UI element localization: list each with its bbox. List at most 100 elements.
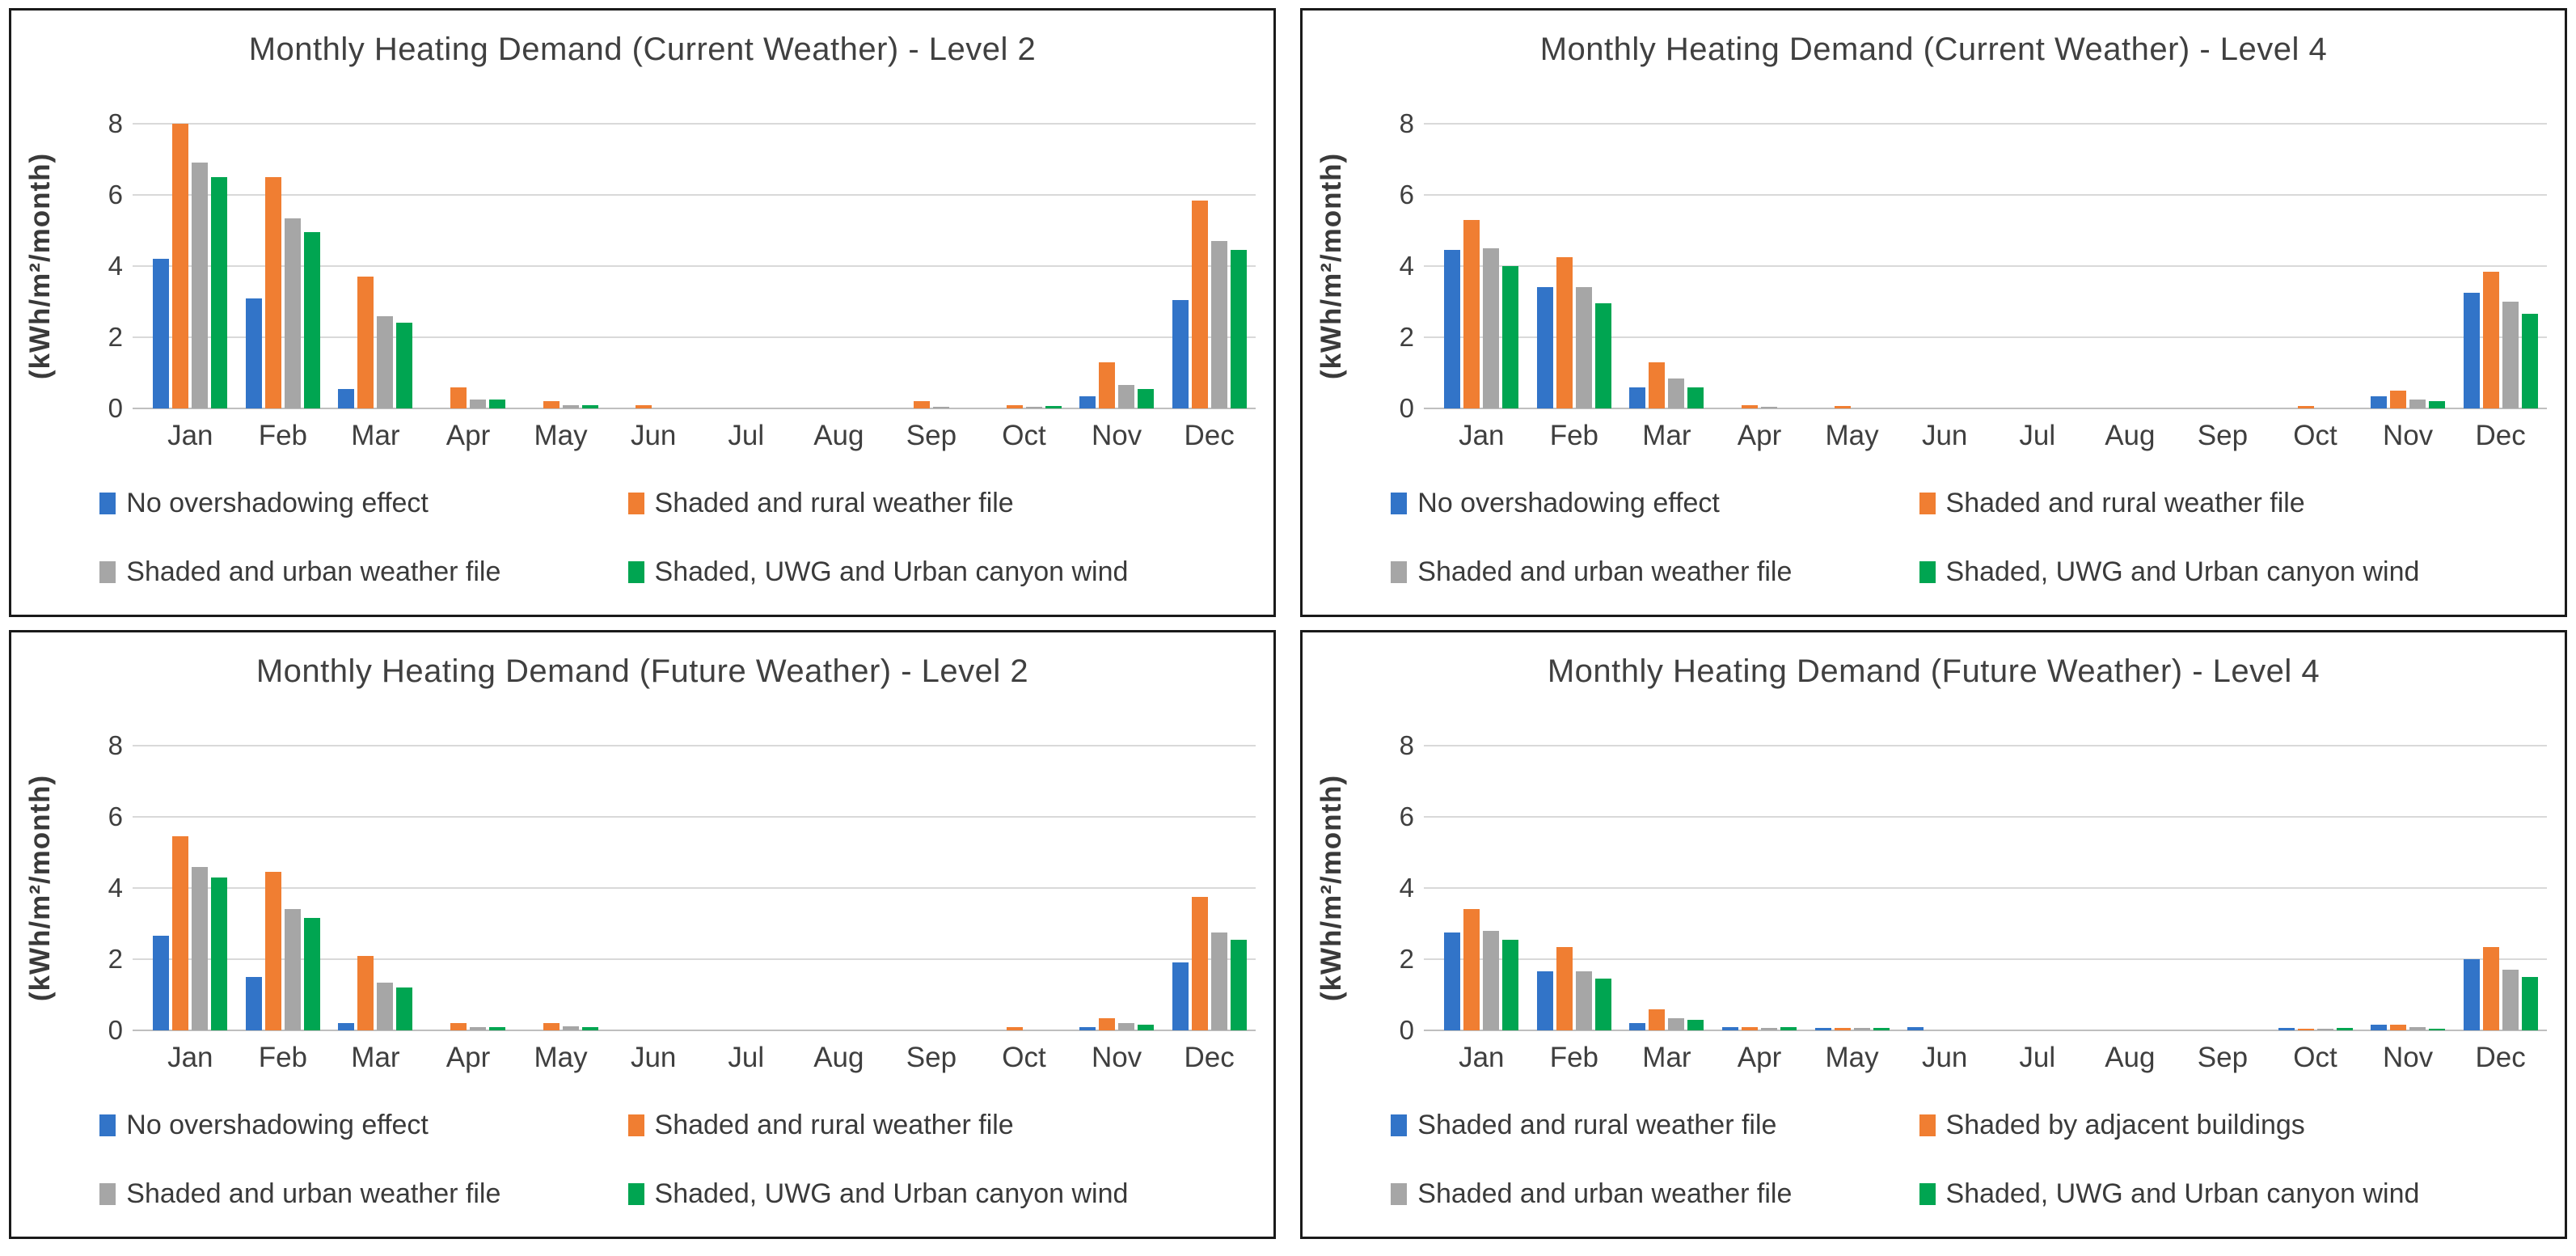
chart-title: Monthly Heating Demand (Current Weather)… xyxy=(1539,31,2328,67)
month-label: May xyxy=(1825,420,1879,451)
legend-marker xyxy=(1919,1114,1936,1136)
bar-group-dec xyxy=(2454,746,2547,1030)
bar-group-jul xyxy=(700,746,793,1030)
bar xyxy=(581,1026,598,1030)
gridline xyxy=(133,887,1256,889)
chart-title: Monthly Heating Demand (Future Weather) … xyxy=(1547,653,2321,689)
bar xyxy=(377,982,394,1030)
bar-group-sep xyxy=(885,124,978,408)
y-axis-ticks: 0 2 4 6 8 xyxy=(70,732,144,1044)
bar-group-jan xyxy=(144,746,237,1030)
legend-marker xyxy=(1391,493,1408,514)
bar-group-dec xyxy=(1163,746,1256,1030)
bar xyxy=(1649,362,1666,408)
bar-group-oct xyxy=(978,746,1071,1030)
legend-item: Shaded, UWG and Urban canyon wind xyxy=(627,1178,1273,1210)
gridline xyxy=(133,336,1256,338)
bar xyxy=(1483,930,1500,1030)
bar xyxy=(2482,946,2499,1030)
legend-item: Shaded and urban weather file xyxy=(99,1178,627,1210)
bar xyxy=(1099,1017,1116,1030)
bar-group-oct xyxy=(2269,124,2362,408)
legend-item: Shaded and urban weather file xyxy=(1391,1178,1919,1210)
y-axis-ticks: 0 2 4 6 8 xyxy=(1361,110,1435,422)
month-label: Oct xyxy=(2293,1042,2337,1073)
bar-group-jan xyxy=(1435,124,1528,408)
bar xyxy=(2409,1026,2426,1030)
month-label: Nov xyxy=(1091,420,1142,451)
bar xyxy=(913,401,930,408)
y-tick-label: 8 xyxy=(1399,730,1414,760)
legend-marker xyxy=(627,1183,644,1205)
month-label: Apr xyxy=(1737,420,1782,451)
gridline xyxy=(1424,958,2547,960)
legend-label: Shaded, UWG and Urban canyon wind xyxy=(654,1178,1129,1209)
legend-label: Shaded, UWG and Urban canyon wind xyxy=(654,556,1129,587)
legend-marker xyxy=(1919,561,1936,583)
bar-group-jul xyxy=(1991,746,2084,1030)
legend-marker xyxy=(99,561,116,583)
legend-marker xyxy=(1391,561,1408,583)
legend-marker xyxy=(1919,493,1936,514)
legend: No overshadowing effect Shaded and rural … xyxy=(1303,488,2565,588)
bar xyxy=(2521,977,2538,1030)
x-axis-labels: Jan Feb Mar Apr May Jun Jul Aug Sep Oct Nov Dec xyxy=(144,1042,1256,1084)
bar xyxy=(1687,387,1704,408)
bar-group-aug xyxy=(2084,124,2177,408)
month-label: Nov xyxy=(2382,1042,2434,1073)
legend-label: Shaded and urban weather file xyxy=(126,1178,501,1209)
month-label: Mar xyxy=(351,420,400,451)
bar xyxy=(2278,1028,2295,1030)
bar xyxy=(1907,1027,1924,1030)
month-label: Nov xyxy=(1091,1042,1142,1073)
bar-group-feb xyxy=(237,746,330,1030)
bar xyxy=(1502,939,1519,1030)
chart-panel-future-level4: Monthly Heating Demand (Future Weather) … xyxy=(1300,630,2567,1239)
bar xyxy=(1006,1026,1023,1030)
bar xyxy=(2390,1025,2407,1030)
legend-item: Shaded and urban weather file xyxy=(99,556,627,588)
bar xyxy=(2390,391,2407,408)
bar xyxy=(932,406,949,408)
bar xyxy=(1722,1027,1739,1030)
bar xyxy=(636,404,652,408)
bar xyxy=(1172,299,1189,408)
bar xyxy=(264,177,281,408)
legend-item: Shaded and rural weather file xyxy=(1919,488,2565,519)
month-label: Nov xyxy=(2382,420,2434,451)
y-axis-label-text: (kWh/m²/month) xyxy=(1315,152,1347,380)
gridline xyxy=(133,816,1256,818)
bar-group-nov xyxy=(1071,124,1163,408)
y-axis-label: (kWh/m²/month) xyxy=(11,746,70,1030)
bar xyxy=(172,836,189,1030)
y-tick-label: 8 xyxy=(108,108,123,138)
y-axis-label: (kWh/m²/month) xyxy=(1303,124,1361,408)
legend: No overshadowing effect Shaded and rural … xyxy=(11,1110,1273,1210)
y-tick-label: 4 xyxy=(108,873,123,903)
bar xyxy=(1742,1027,1759,1030)
bar xyxy=(1761,406,1778,408)
bar xyxy=(2409,400,2426,408)
gridline xyxy=(133,265,1256,267)
plot-area xyxy=(133,745,1256,1031)
month-label: Jul xyxy=(2019,1042,2056,1073)
bar xyxy=(1834,406,1851,408)
bar xyxy=(338,1023,355,1030)
chart-panel-future-level2: Monthly Heating Demand (Future Weather) … xyxy=(9,630,1276,1239)
bar xyxy=(1138,1025,1155,1030)
bar xyxy=(1629,1023,1646,1030)
bar xyxy=(245,977,262,1030)
month-label: Jun xyxy=(630,1042,677,1073)
month-label: May xyxy=(1825,1042,1879,1073)
chart-panel-current-level2: Monthly Heating Demand (Current Weather)… xyxy=(9,8,1276,617)
bar-group-may xyxy=(514,124,607,408)
legend-label: Shaded, UWG and Urban canyon wind xyxy=(1945,1178,2420,1209)
plot-area xyxy=(1424,123,2547,409)
bar xyxy=(2521,314,2538,408)
bar xyxy=(1045,405,1062,408)
legend-marker xyxy=(1391,1183,1408,1205)
bar xyxy=(153,259,170,408)
bar xyxy=(211,177,228,408)
y-tick-label: 6 xyxy=(1399,180,1414,209)
